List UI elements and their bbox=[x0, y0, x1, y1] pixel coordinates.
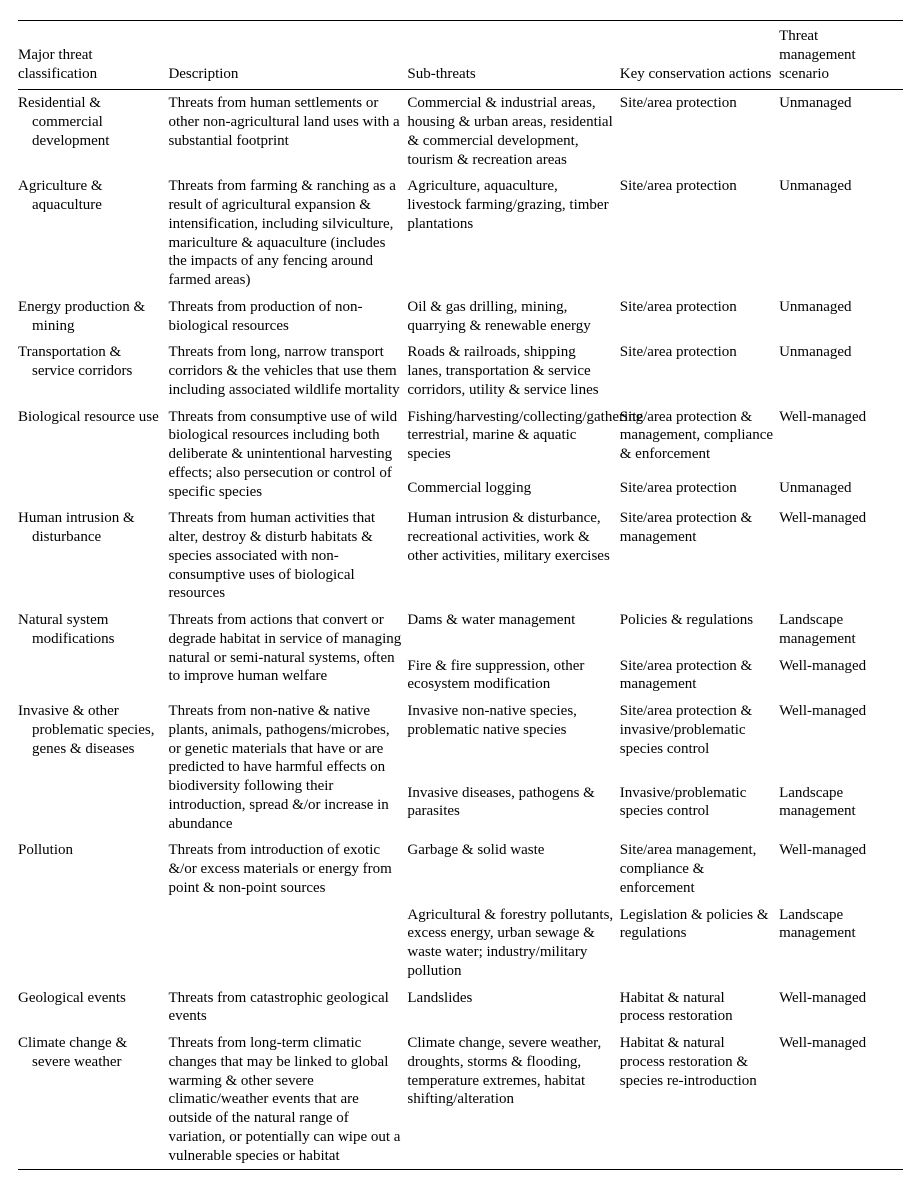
cell-subthreats: Fishing/harvesting/collecting/gathering … bbox=[407, 404, 619, 476]
cell-description: Threats from human settlements or other … bbox=[168, 90, 407, 174]
cell-subthreats: Garbage & solid waste bbox=[407, 837, 619, 901]
table-row: Invasive & other problematic species, ge… bbox=[18, 698, 903, 780]
cell-subthreats: Agriculture, aquaculture, livestock farm… bbox=[407, 173, 619, 294]
cell-subthreats: Human intrusion & disturbance, recreatio… bbox=[407, 505, 619, 607]
cell-actions: Site/area protection bbox=[620, 294, 779, 340]
cell-description: Threats from production of non-biologica… bbox=[168, 294, 407, 340]
cell-description: Threats from human activities that alter… bbox=[168, 505, 407, 607]
cell-subthreats: Invasive non-native species, problematic… bbox=[407, 698, 619, 780]
cell-scenario: Landscape management bbox=[779, 780, 903, 838]
cell-classification: Energy production & mining bbox=[18, 294, 168, 340]
cell-description: Threats from long, narrow transport corr… bbox=[168, 339, 407, 403]
cell-actions: Site/area protection bbox=[620, 475, 779, 505]
cell-description: Threats from actions that convert or deg… bbox=[168, 607, 407, 698]
cell-description: Threats from introduction of exotic &/or… bbox=[168, 837, 407, 984]
cell-actions: Habitat & natural process restoration & … bbox=[620, 1030, 779, 1170]
col-header-subthreats: Sub-threats bbox=[407, 21, 619, 90]
cell-classification: Biological resource use bbox=[18, 404, 168, 506]
table-header-row: Major threat classification Description … bbox=[18, 21, 903, 90]
cell-actions: Legislation & policies & regulations bbox=[620, 902, 779, 985]
cell-scenario: Unmanaged bbox=[779, 173, 903, 294]
cell-actions: Policies & regulations bbox=[620, 607, 779, 653]
cell-subthreats: Oil & gas drilling, mining, quarrying & … bbox=[407, 294, 619, 340]
table-row: Climate change & severe weatherThreats f… bbox=[18, 1030, 903, 1170]
cell-scenario: Well-managed bbox=[779, 985, 903, 1031]
cell-scenario: Well-managed bbox=[779, 653, 903, 699]
cell-scenario: Well-managed bbox=[779, 404, 903, 476]
col-header-classification: Major threat classification bbox=[18, 21, 168, 90]
threats-table: Major threat classification Description … bbox=[18, 20, 903, 1170]
col-header-actions: Key conservation actions bbox=[620, 21, 779, 90]
table-row: Energy production & miningThreats from p… bbox=[18, 294, 903, 340]
table-body: Residential & commercial developmentThre… bbox=[18, 90, 903, 1170]
cell-description: Threats from farming & ranching as a res… bbox=[168, 173, 407, 294]
cell-scenario: Unmanaged bbox=[779, 475, 903, 505]
cell-actions: Site/area protection bbox=[620, 173, 779, 294]
table-row: PollutionThreats from introduction of ex… bbox=[18, 837, 903, 901]
cell-subthreats: Fire & fire suppression, other ecosystem… bbox=[407, 653, 619, 699]
cell-subthreats: Landslides bbox=[407, 985, 619, 1031]
cell-subthreats: Commercial & industrial areas, housing &… bbox=[407, 90, 619, 174]
cell-scenario: Unmanaged bbox=[779, 339, 903, 403]
cell-subthreats: Agricultural & forestry pollutants, exce… bbox=[407, 902, 619, 985]
cell-scenario: Landscape management bbox=[779, 902, 903, 985]
cell-subthreats: Dams & water management bbox=[407, 607, 619, 653]
col-header-scenario: Threat management scenario bbox=[779, 21, 903, 90]
cell-actions: Site/area protection bbox=[620, 90, 779, 174]
cell-actions: Site/area protection & management bbox=[620, 505, 779, 607]
cell-classification: Natural system modifications bbox=[18, 607, 168, 698]
cell-scenario: Well-managed bbox=[779, 505, 903, 607]
cell-classification: Pollution bbox=[18, 837, 168, 984]
cell-actions: Site/area protection bbox=[620, 339, 779, 403]
cell-actions: Site/area protection & invasive/problema… bbox=[620, 698, 779, 780]
cell-actions: Habitat & natural process restoration bbox=[620, 985, 779, 1031]
cell-subthreats: Roads & railroads, shipping lanes, trans… bbox=[407, 339, 619, 403]
table-row: Natural system modificationsThreats from… bbox=[18, 607, 903, 653]
cell-classification: Transportation & service corridors bbox=[18, 339, 168, 403]
cell-scenario: Landscape management bbox=[779, 607, 903, 653]
cell-description: Threats from catastrophic geological eve… bbox=[168, 985, 407, 1031]
cell-scenario: Well-managed bbox=[779, 698, 903, 780]
table-row: Residential & commercial developmentThre… bbox=[18, 90, 903, 174]
cell-classification: Agriculture & aquaculture bbox=[18, 173, 168, 294]
cell-classification: Human intrusion & disturbance bbox=[18, 505, 168, 607]
cell-actions: Site/area management, compliance & enfor… bbox=[620, 837, 779, 901]
cell-subthreats: Climate change, severe weather, droughts… bbox=[407, 1030, 619, 1170]
cell-description: Threats from long-term climatic changes … bbox=[168, 1030, 407, 1170]
cell-classification: Residential & commercial development bbox=[18, 90, 168, 174]
cell-scenario: Well-managed bbox=[779, 1030, 903, 1170]
table-row: Human intrusion & disturbanceThreats fro… bbox=[18, 505, 903, 607]
col-header-description: Description bbox=[168, 21, 407, 90]
cell-actions: Invasive/problematic species control bbox=[620, 780, 779, 838]
table-row: Biological resource useThreats from cons… bbox=[18, 404, 903, 476]
cell-actions: Site/area protection & management bbox=[620, 653, 779, 699]
cell-classification: Invasive & other problematic species, ge… bbox=[18, 698, 168, 837]
cell-actions: Site/area protection & management, compl… bbox=[620, 404, 779, 476]
cell-subthreats: Invasive diseases, pathogens & parasites bbox=[407, 780, 619, 838]
cell-scenario: Unmanaged bbox=[779, 90, 903, 174]
table-row: Agriculture & aquacultureThreats from fa… bbox=[18, 173, 903, 294]
cell-classification: Climate change & severe weather bbox=[18, 1030, 168, 1170]
cell-description: Threats from consumptive use of wild bio… bbox=[168, 404, 407, 506]
cell-description: Threats from non-native & native plants,… bbox=[168, 698, 407, 837]
table-row: Geological eventsThreats from catastroph… bbox=[18, 985, 903, 1031]
table-row: Transportation & service corridorsThreat… bbox=[18, 339, 903, 403]
cell-scenario: Unmanaged bbox=[779, 294, 903, 340]
cell-scenario: Well-managed bbox=[779, 837, 903, 901]
cell-classification: Geological events bbox=[18, 985, 168, 1031]
cell-subthreats: Commercial logging bbox=[407, 475, 619, 505]
